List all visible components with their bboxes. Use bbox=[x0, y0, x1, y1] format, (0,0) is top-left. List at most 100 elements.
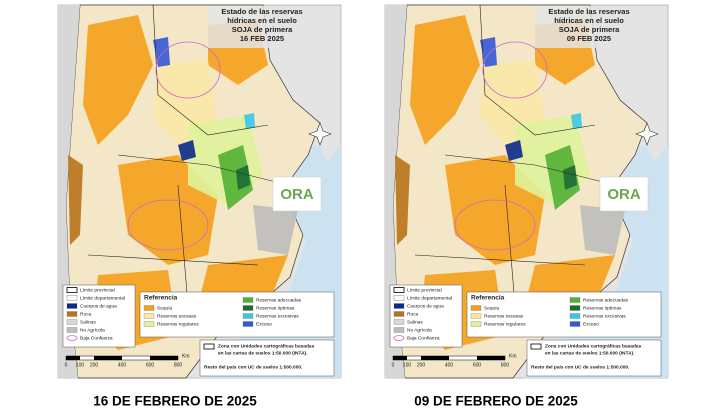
legend-label: Cuerpos de agua bbox=[407, 303, 444, 309]
reference-swatch bbox=[470, 305, 482, 311]
scale-segment bbox=[393, 356, 407, 360]
scale-label: 100 bbox=[76, 362, 85, 368]
logo-box bbox=[272, 176, 322, 212]
legend-swatch bbox=[393, 303, 405, 309]
legend-swatch bbox=[66, 287, 78, 293]
scale-segment bbox=[94, 356, 122, 360]
moisture-area bbox=[68, 155, 83, 245]
province-lines bbox=[87, 4, 289, 306]
reference-title: Referencia bbox=[471, 295, 505, 302]
legend-label: Baja Confianza bbox=[407, 335, 440, 341]
scale-label: 600 bbox=[473, 362, 482, 368]
reference-swatch bbox=[242, 297, 254, 303]
moisture-area bbox=[580, 205, 625, 255]
zone-note: Resto del país con UC de suelos 1:500.00… bbox=[204, 364, 302, 370]
low-confidence bbox=[482, 41, 548, 99]
legend-label: Salinas bbox=[407, 319, 423, 325]
legend-label: Límite departamental bbox=[80, 295, 125, 301]
zone-note: Zona con Unidades cartográficas basadas bbox=[545, 343, 642, 349]
reference-box bbox=[466, 291, 662, 338]
logo: ORA bbox=[607, 186, 641, 203]
reference-label: Reservas adecuadas bbox=[583, 297, 629, 303]
moisture-area bbox=[218, 145, 253, 210]
map-title: hídricas en el suelo bbox=[554, 16, 624, 25]
reference-swatch bbox=[143, 313, 155, 319]
scale-label: 400 bbox=[118, 362, 127, 368]
compass bbox=[308, 122, 332, 146]
reference-label: Reservas excesivas bbox=[583, 313, 626, 319]
scale-segment bbox=[477, 356, 505, 360]
reference-label: Reservas regulares bbox=[484, 321, 526, 327]
low-confidence bbox=[454, 199, 536, 251]
scale-segment bbox=[66, 356, 80, 360]
logo-box bbox=[599, 176, 649, 212]
moisture-area bbox=[571, 113, 582, 129]
moisture-area bbox=[244, 113, 255, 129]
moisture-area bbox=[505, 140, 523, 161]
reference-swatch bbox=[242, 321, 254, 327]
reference-label: Reservas escasas bbox=[484, 313, 524, 319]
moisture-area bbox=[545, 145, 580, 210]
legend-swatch bbox=[393, 287, 405, 293]
legend-label: No Agrícola bbox=[80, 327, 105, 333]
map-title: 09 FEB 2025 bbox=[567, 34, 611, 43]
moisture-area bbox=[410, 15, 480, 145]
zone-note: Resto del país con UC de suelos 1:500.00… bbox=[531, 364, 629, 370]
legend-label: Límite provincial bbox=[407, 287, 442, 293]
moisture-area bbox=[395, 155, 410, 245]
map-title: SOJA de primera bbox=[232, 25, 293, 34]
zone-swatch bbox=[530, 343, 542, 350]
scale-label: 200 bbox=[417, 362, 426, 368]
zone-note: en las cartas de suelos 1:50.000 (INTA). bbox=[218, 350, 308, 356]
scale-label: 800 bbox=[174, 362, 183, 368]
reference-swatch bbox=[143, 305, 155, 311]
legend-swatch bbox=[66, 319, 78, 325]
scale-label: 400 bbox=[445, 362, 454, 368]
reference-label: Reservas excesivas bbox=[256, 313, 299, 319]
reference-label: Reservas escasas bbox=[157, 313, 197, 319]
legend-swatch bbox=[66, 311, 78, 317]
reference-label: Exceso bbox=[256, 321, 272, 327]
moisture-area bbox=[563, 165, 577, 190]
legend-label: Baja Confianza bbox=[80, 335, 113, 341]
moisture-area bbox=[83, 15, 153, 145]
legend-swatch bbox=[393, 319, 405, 325]
zone-note-box bbox=[199, 339, 335, 377]
reference-swatch bbox=[143, 321, 155, 327]
legend-swatch bbox=[393, 335, 405, 341]
scale-label: 200 bbox=[90, 362, 99, 368]
legend-swatch bbox=[393, 295, 405, 301]
reference-swatch bbox=[470, 321, 482, 327]
title-box bbox=[535, 6, 643, 48]
legend-label: Límite provincial bbox=[80, 287, 115, 293]
reference-label: Sequía bbox=[157, 305, 173, 311]
scale-label: 0 bbox=[65, 362, 68, 368]
reference-box bbox=[139, 291, 335, 338]
logo: ORA bbox=[280, 186, 314, 203]
reference-swatch bbox=[569, 297, 581, 303]
map-title: SOJA de primera bbox=[559, 25, 620, 34]
scale-label: 600 bbox=[146, 362, 155, 368]
scale-segment bbox=[421, 356, 449, 360]
map-caption: 09 DE FEBRERO DE 2025 bbox=[414, 394, 578, 408]
reference-swatch bbox=[242, 305, 254, 311]
moisture-area bbox=[178, 140, 196, 161]
reference-swatch bbox=[569, 321, 581, 327]
reference-title: Referencia bbox=[144, 295, 178, 302]
legend-label: Límite departamental bbox=[407, 295, 452, 301]
reference-swatch bbox=[242, 313, 254, 319]
map-title: hídricas en el suelo bbox=[227, 16, 297, 25]
reference-label: Exceso bbox=[583, 321, 599, 327]
legend-swatch bbox=[66, 303, 78, 309]
scale-label: 0 bbox=[392, 362, 395, 368]
reference-label: Sequía bbox=[484, 305, 500, 311]
map-title: 16 FEB 2025 bbox=[240, 34, 284, 43]
moisture-area bbox=[253, 205, 298, 255]
title-box bbox=[208, 6, 316, 48]
reference-swatch bbox=[569, 313, 581, 319]
reference-swatch bbox=[470, 313, 482, 319]
compass bbox=[635, 122, 659, 146]
